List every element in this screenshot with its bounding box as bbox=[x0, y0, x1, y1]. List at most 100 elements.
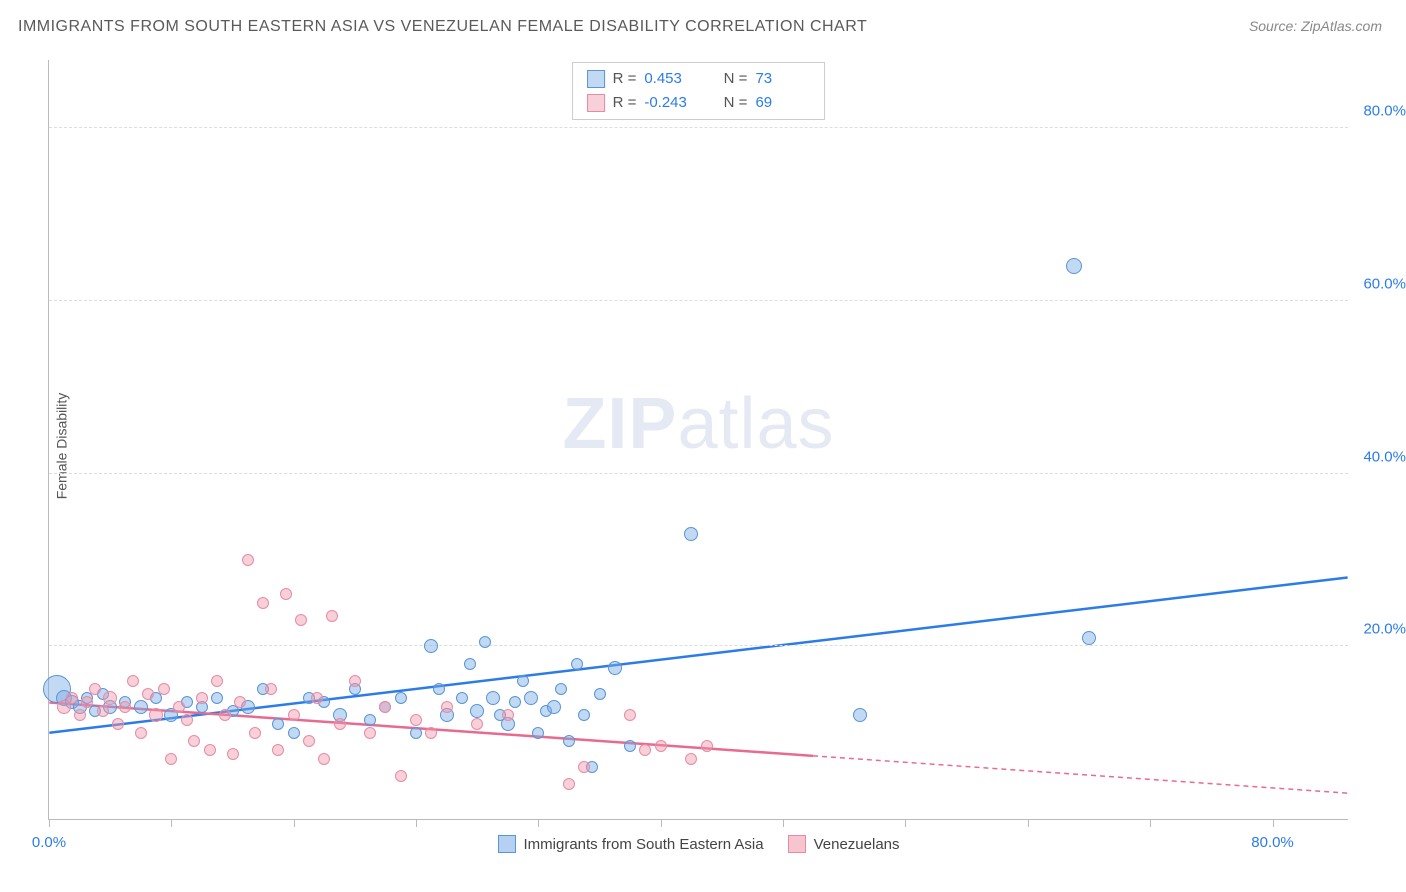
scatter-point bbox=[509, 696, 521, 708]
scatter-point bbox=[127, 675, 139, 687]
x-tick bbox=[49, 819, 50, 827]
scatter-point bbox=[181, 714, 193, 726]
legend-label: Venezuelans bbox=[814, 836, 900, 853]
scatter-point bbox=[204, 744, 216, 756]
scatter-point bbox=[196, 692, 208, 704]
stats-box: R = 0.453 N = 73R = -0.243 N = 69 bbox=[572, 62, 826, 120]
y-tick-label: 80.0% bbox=[1363, 103, 1406, 120]
x-tick bbox=[1028, 819, 1029, 827]
series-swatch bbox=[587, 94, 605, 112]
scatter-point bbox=[379, 701, 391, 713]
scatter-point bbox=[135, 727, 147, 739]
scatter-point bbox=[563, 778, 575, 790]
x-tick bbox=[783, 819, 784, 827]
x-tick bbox=[294, 819, 295, 827]
scatter-point bbox=[318, 753, 330, 765]
scatter-point bbox=[479, 636, 491, 648]
scatter-point bbox=[326, 610, 338, 622]
scatter-point bbox=[441, 701, 453, 713]
scatter-point bbox=[112, 718, 124, 730]
scatter-point bbox=[395, 692, 407, 704]
scatter-point bbox=[188, 735, 200, 747]
scatter-point bbox=[234, 696, 246, 708]
scatter-point bbox=[424, 639, 438, 653]
x-tick bbox=[171, 819, 172, 827]
scatter-point bbox=[288, 709, 300, 721]
y-tick-label: 60.0% bbox=[1363, 275, 1406, 292]
scatter-point bbox=[211, 692, 223, 704]
scatter-point bbox=[257, 597, 269, 609]
scatter-point bbox=[272, 744, 284, 756]
x-tick-label: 0.0% bbox=[32, 834, 66, 851]
scatter-point bbox=[295, 614, 307, 626]
legend-swatch bbox=[788, 835, 806, 853]
scatter-point bbox=[563, 735, 575, 747]
scatter-point bbox=[594, 688, 606, 700]
scatter-point bbox=[211, 675, 223, 687]
scatter-point bbox=[470, 704, 484, 718]
scatter-point bbox=[547, 700, 561, 714]
scatter-point bbox=[624, 740, 636, 752]
scatter-point bbox=[486, 691, 500, 705]
scatter-point bbox=[103, 691, 117, 705]
scatter-point bbox=[532, 727, 544, 739]
scatter-point bbox=[165, 753, 177, 765]
x-tick-label: 80.0% bbox=[1251, 834, 1294, 851]
scatter-point bbox=[119, 701, 131, 713]
legend-swatch bbox=[497, 835, 515, 853]
x-tick bbox=[1273, 819, 1274, 827]
scatter-point bbox=[395, 770, 407, 782]
scatter-point bbox=[433, 683, 445, 695]
scatter-point bbox=[242, 554, 254, 566]
scatter-point bbox=[149, 708, 163, 722]
scatter-point bbox=[456, 692, 468, 704]
scatter-point bbox=[639, 744, 651, 756]
scatter-point bbox=[701, 740, 713, 752]
chart-title: IMMIGRANTS FROM SOUTH EASTERN ASIA VS VE… bbox=[18, 18, 867, 36]
scatter-point bbox=[1082, 631, 1096, 645]
scatter-point bbox=[464, 658, 476, 670]
watermark: ZIPatlas bbox=[562, 383, 834, 465]
scatter-point bbox=[303, 735, 315, 747]
scatter-point bbox=[97, 705, 109, 717]
y-tick-label: 40.0% bbox=[1363, 448, 1406, 465]
scatter-point bbox=[272, 718, 284, 730]
scatter-point bbox=[684, 527, 698, 541]
scatter-point bbox=[227, 748, 239, 760]
scatter-point bbox=[571, 658, 583, 670]
scatter-point bbox=[265, 683, 277, 695]
scatter-point bbox=[517, 675, 529, 687]
x-tick bbox=[1150, 819, 1151, 827]
scatter-point bbox=[578, 761, 590, 773]
scatter-point bbox=[1066, 258, 1082, 274]
scatter-point bbox=[608, 661, 622, 675]
gridline bbox=[49, 645, 1348, 646]
scatter-point bbox=[173, 701, 185, 713]
series-swatch bbox=[587, 70, 605, 88]
scatter-point bbox=[158, 683, 170, 695]
scatter-point bbox=[624, 709, 636, 721]
x-tick bbox=[661, 819, 662, 827]
stats-row: R = 0.453 N = 73 bbox=[587, 67, 811, 91]
stats-row: R = -0.243 N = 69 bbox=[587, 91, 811, 115]
scatter-point bbox=[142, 688, 154, 700]
scatter-point bbox=[502, 709, 514, 721]
scatter-point bbox=[349, 675, 361, 687]
x-tick bbox=[416, 819, 417, 827]
scatter-point bbox=[471, 718, 483, 730]
legend-label: Immigrants from South Eastern Asia bbox=[523, 836, 763, 853]
scatter-point bbox=[288, 727, 300, 739]
x-tick bbox=[905, 819, 906, 827]
scatter-point bbox=[74, 709, 86, 721]
scatter-point bbox=[410, 727, 422, 739]
plot-area: ZIPatlas R = 0.453 N = 73R = -0.243 N = … bbox=[48, 60, 1348, 820]
legend-item: Venezuelans bbox=[788, 835, 900, 853]
scatter-point bbox=[655, 740, 667, 752]
chart-container: IMMIGRANTS FROM SOUTH EASTERN ASIA VS VE… bbox=[0, 0, 1406, 892]
gridline bbox=[49, 473, 1348, 474]
scatter-point bbox=[311, 692, 323, 704]
gridline bbox=[49, 300, 1348, 301]
source-label: Source: ZipAtlas.com bbox=[1249, 18, 1382, 34]
scatter-point bbox=[66, 692, 78, 704]
scatter-point bbox=[89, 683, 101, 695]
